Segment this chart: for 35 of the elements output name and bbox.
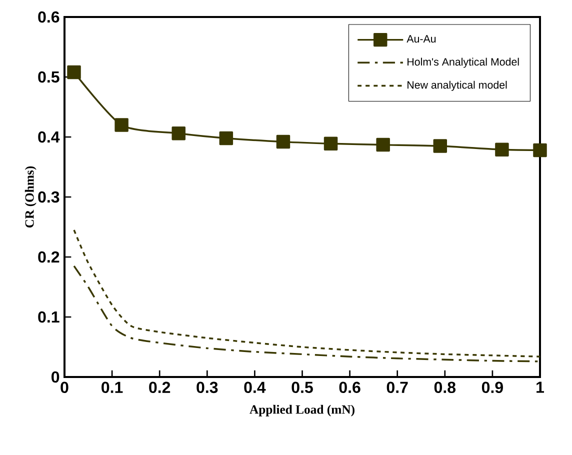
- x-tick-label: 0.7: [386, 382, 408, 394]
- y-tick-label: 0.5: [38, 71, 60, 83]
- point: [276, 134, 290, 149]
- x-tick-label: 0.4: [244, 382, 266, 394]
- x-tick-label: 0.5: [292, 382, 313, 394]
- point: [114, 118, 128, 132]
- line-series: [73, 265, 540, 362]
- point: [67, 65, 81, 80]
- legend-label: Au-Au: [406, 35, 436, 43]
- y-tick-label: 0.3: [38, 191, 60, 203]
- point: [172, 126, 186, 140]
- x-tick-label: 0.9: [482, 382, 503, 394]
- x-tick-label: 0.3: [196, 382, 218, 394]
- x-tick-label: 0.2: [149, 382, 170, 394]
- point: [533, 143, 547, 158]
- line-series: [73, 229, 540, 358]
- point: [376, 138, 390, 152]
- x-tick-label: 0.8: [434, 382, 456, 394]
- x-axis-title: Applied Load (mN): [250, 404, 354, 416]
- x-tick-label: 1: [536, 382, 544, 393]
- y-tick-label: 0.2: [38, 251, 60, 263]
- y-tick-label: 0.6: [38, 11, 60, 23]
- point: [495, 142, 509, 156]
- point: [324, 136, 338, 150]
- y-tick-label: 0: [52, 371, 60, 383]
- x-tick-label: 0.6: [339, 382, 360, 394]
- y-axis-title: CR (Ohms): [24, 166, 36, 228]
- point: [219, 131, 234, 146]
- point: [433, 139, 448, 153]
- legend-label: Holm's Analytical Model: [408, 58, 519, 68]
- legend-label: New analytical model: [408, 80, 507, 91]
- y-tick-label: 0.1: [38, 311, 60, 323]
- x-tick-label: 0: [60, 382, 68, 394]
- y-tick-label: 0.4: [38, 131, 60, 143]
- x-tick-label: 0.1: [102, 382, 123, 394]
